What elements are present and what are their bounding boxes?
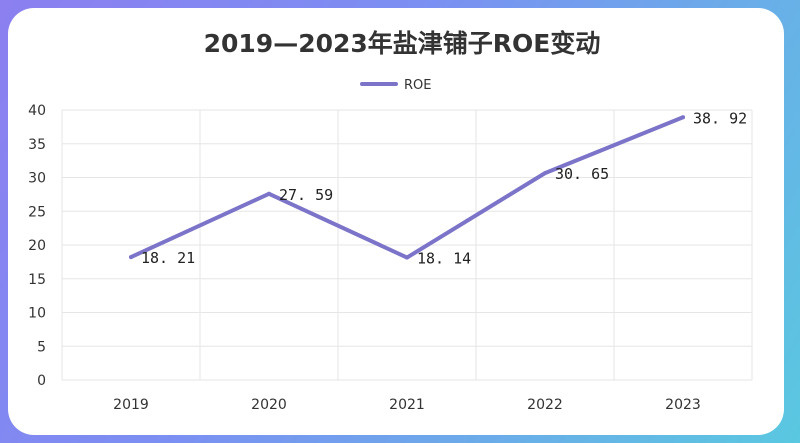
x-tick-label-2022: 2022 <box>527 397 563 413</box>
data-point-2023 <box>681 115 685 120</box>
x-tick-label-2021: 2021 <box>389 397 425 413</box>
data-point-2022 <box>543 171 547 176</box>
x-tick-label-2023: 2023 <box>665 397 701 413</box>
x-axis-ticks: 2019 2020 2021 2022 2023 <box>113 397 701 413</box>
y-axis-ticks: 0 5 10 15 20 25 30 35 40 <box>28 103 46 389</box>
y-tick-label: 35 <box>28 137 46 153</box>
y-tick-label: 10 <box>28 306 46 322</box>
legend-label-roe: ROE <box>404 78 431 93</box>
y-tick-label: 30 <box>28 171 46 187</box>
data-label-2019: 18. 21 <box>141 249 195 267</box>
y-tick-label: 5 <box>37 339 46 355</box>
series-line-roe <box>129 115 685 260</box>
y-tick-label: 15 <box>28 272 46 288</box>
y-tick-label: 20 <box>28 238 46 254</box>
data-label-2020: 27. 59 <box>279 186 333 204</box>
data-point-2020 <box>267 191 271 196</box>
series-roe <box>129 115 685 260</box>
x-tick-label-2019: 2019 <box>113 397 149 413</box>
data-point-2019 <box>129 255 133 260</box>
data-label-2022: 30. 65 <box>555 165 609 183</box>
chart-title: 2019—2023年盐津铺子ROE变动 <box>204 29 601 58</box>
chart-card <box>8 8 784 435</box>
data-labels: 18. 21 27. 59 18. 14 30. 65 38. 92 <box>141 109 747 267</box>
data-label-2023: 38. 92 <box>693 109 747 127</box>
y-tick-label: 40 <box>28 103 46 119</box>
y-tick-label: 25 <box>28 204 46 220</box>
x-tick-label-2020: 2020 <box>251 397 287 413</box>
grid <box>61 109 753 381</box>
legend: ROE <box>360 78 431 93</box>
data-point-2021 <box>405 255 409 260</box>
y-tick-label: 0 <box>37 373 46 389</box>
data-label-2021: 18. 14 <box>417 250 471 268</box>
